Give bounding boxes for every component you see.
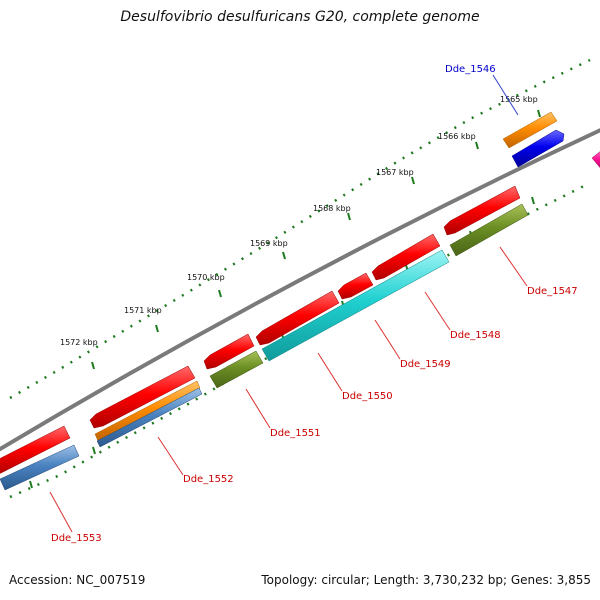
gene-labels: Dde_1546 Dde_1547 Dde_1548 Dde_1549 Dde_… — [51, 64, 578, 544]
gene-arrow-reverse[interactable] — [337, 272, 374, 300]
kbp-label: 1569 kbp — [250, 239, 288, 248]
gene-label-dde-1546[interactable]: Dde_1546 — [445, 64, 496, 75]
inner-genes — [0, 129, 600, 491]
leader-line — [49, 491, 73, 533]
gene-arrow-reverse[interactable] — [443, 185, 521, 236]
gene-arrow-reverse[interactable] — [255, 290, 340, 346]
gene-arrow-reverse[interactable] — [89, 365, 196, 429]
leader-line — [317, 352, 343, 392]
leader-line — [499, 246, 528, 287]
leader-line — [424, 291, 451, 331]
kbp-label: 1568 kbp — [313, 204, 351, 213]
genome-backbone — [0, 128, 600, 452]
major-tick — [91, 361, 95, 370]
gene-label-dde-1550[interactable]: Dde_1550 — [342, 391, 393, 402]
gene-label-dde-1552[interactable]: Dde_1552 — [183, 474, 234, 485]
kbp-label: 1566 kbp — [438, 132, 476, 141]
gene-arrow-forward[interactable] — [96, 387, 203, 448]
gene-arrow-reverse[interactable] — [203, 333, 255, 370]
major-tick — [411, 176, 415, 185]
kbp-label: 1565 kbp — [500, 95, 538, 104]
major-tick — [29, 480, 33, 489]
gene-label-dde-1551[interactable]: Dde_1551 — [270, 428, 321, 439]
leader-line — [245, 388, 271, 429]
gene-label-dde-1547[interactable]: Dde_1547 — [527, 286, 578, 297]
gene-label-dde-1549[interactable]: Dde_1549 — [400, 359, 451, 370]
label-leaders — [49, 74, 528, 533]
kbp-label: 1570 kbp — [187, 273, 225, 282]
gene-arrow-forward[interactable] — [0, 444, 80, 491]
gene-arrow-forward[interactable] — [261, 249, 450, 362]
kbp-label: 1567 kbp — [376, 168, 414, 177]
major-tick — [92, 446, 96, 455]
gene-arrow-forward[interactable] — [511, 129, 565, 168]
gene-label-dde-1553[interactable]: Dde_1553 — [51, 533, 102, 544]
major-tick — [155, 324, 159, 333]
gene-arrow-forward[interactable] — [591, 150, 600, 170]
major-tick — [537, 109, 541, 118]
leader-line — [492, 74, 519, 116]
gene-arrow-reverse[interactable] — [0, 425, 71, 475]
gene-arrow-forward[interactable] — [449, 203, 529, 257]
leader-line — [374, 319, 401, 360]
gene-arrow-forward[interactable] — [94, 380, 201, 442]
forward-genes — [0, 111, 558, 475]
major-tick — [531, 196, 535, 205]
major-tick — [218, 289, 222, 298]
major-tick — [282, 251, 286, 260]
leader-line — [157, 436, 184, 476]
gene-arrow-reverse[interactable] — [371, 233, 441, 281]
gene-label-dde-1548[interactable]: Dde_1548 — [450, 330, 501, 341]
kbp-label: 1572 kbp — [60, 338, 98, 347]
map-title: Desulfovibrio desulfuricans G20, complet… — [120, 9, 480, 25]
genome-summary-text: Topology: circular; Length: 3,730,232 bp… — [261, 573, 591, 587]
kbp-labels: 1565 kbp 1566 kbp 1567 kbp 1568 kbp 1569… — [60, 95, 538, 347]
gene-arrow-forward[interactable] — [209, 350, 264, 389]
major-tick — [475, 141, 479, 150]
major-tick — [347, 212, 351, 221]
kbp-label: 1571 kbp — [124, 306, 162, 315]
accession-text: Accession: NC_007519 — [9, 573, 146, 587]
gene-arrow-forward[interactable] — [502, 111, 558, 149]
